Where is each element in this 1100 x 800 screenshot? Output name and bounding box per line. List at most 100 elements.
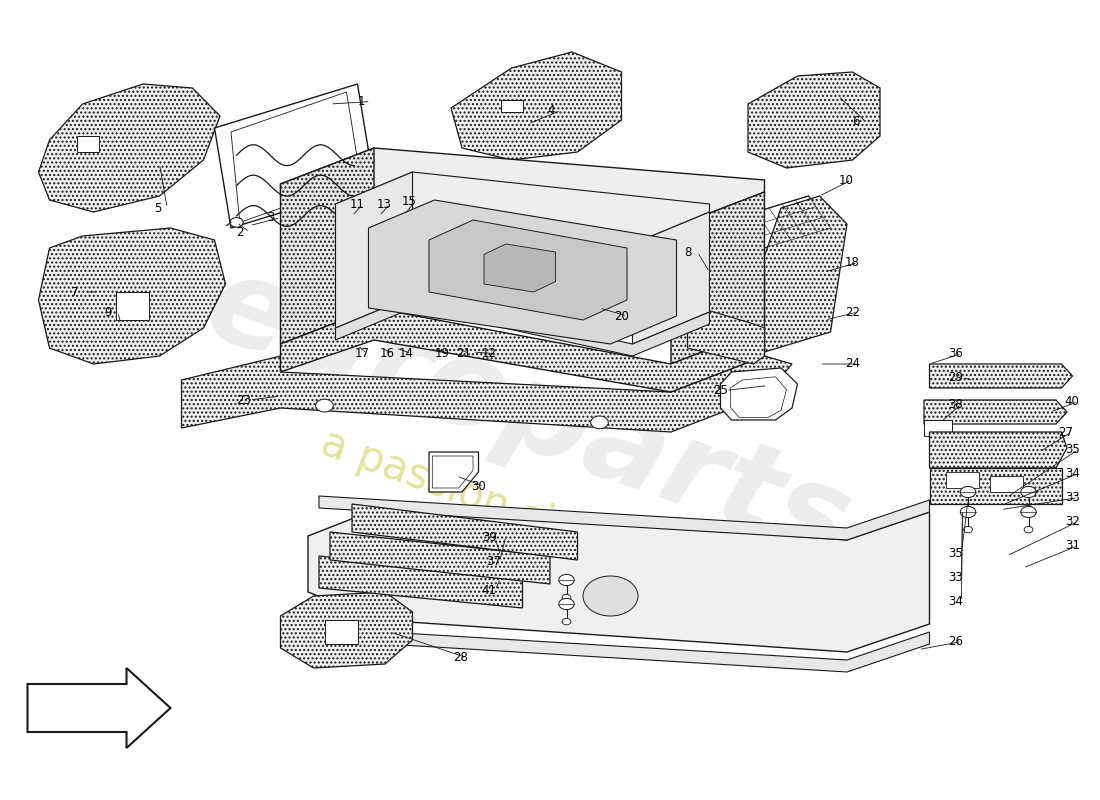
Text: 34: 34 [948, 595, 964, 608]
Text: 26: 26 [948, 635, 964, 648]
Text: 6: 6 [852, 115, 860, 128]
Circle shape [230, 218, 243, 227]
Text: 19: 19 [434, 347, 450, 360]
Polygon shape [280, 148, 764, 228]
Text: 24: 24 [845, 358, 860, 370]
Polygon shape [368, 200, 676, 344]
Polygon shape [280, 592, 412, 668]
Circle shape [964, 506, 972, 513]
Circle shape [562, 618, 571, 625]
Polygon shape [688, 304, 764, 364]
Polygon shape [182, 356, 792, 432]
Circle shape [559, 574, 574, 586]
Circle shape [591, 416, 608, 429]
Polygon shape [330, 532, 550, 584]
Polygon shape [336, 172, 710, 244]
Polygon shape [308, 508, 930, 652]
Polygon shape [352, 504, 578, 560]
Polygon shape [924, 400, 1067, 424]
Polygon shape [39, 84, 220, 212]
Polygon shape [319, 496, 929, 540]
Circle shape [1021, 506, 1036, 518]
Text: 5: 5 [154, 202, 162, 214]
Polygon shape [748, 72, 880, 168]
Text: 3: 3 [267, 211, 275, 224]
Text: 32: 32 [1065, 515, 1080, 528]
Text: 14: 14 [398, 347, 414, 360]
Text: 38: 38 [948, 398, 962, 410]
Polygon shape [764, 196, 847, 352]
Polygon shape [946, 472, 979, 488]
Circle shape [1024, 526, 1033, 533]
Circle shape [1021, 486, 1036, 498]
Text: 29: 29 [948, 371, 964, 384]
Circle shape [1024, 506, 1033, 513]
Polygon shape [720, 368, 798, 420]
Circle shape [316, 399, 333, 412]
Text: 2: 2 [236, 226, 244, 238]
Polygon shape [28, 668, 170, 748]
Text: 27: 27 [1058, 426, 1074, 438]
Polygon shape [39, 228, 225, 364]
Text: 7: 7 [72, 286, 79, 298]
Text: europarts: europarts [190, 246, 866, 586]
Text: 39: 39 [482, 531, 497, 544]
Circle shape [960, 506, 976, 518]
Polygon shape [930, 432, 1067, 468]
Polygon shape [429, 220, 627, 320]
Text: 18: 18 [845, 256, 860, 269]
Polygon shape [990, 476, 1023, 492]
Text: 16: 16 [379, 347, 395, 360]
Polygon shape [484, 244, 556, 292]
Text: 4: 4 [548, 104, 556, 117]
Text: 1: 1 [358, 95, 365, 108]
Text: 23: 23 [236, 394, 252, 406]
Polygon shape [730, 377, 786, 418]
Text: 8: 8 [684, 246, 692, 258]
Text: 20: 20 [614, 310, 629, 322]
Polygon shape [500, 100, 522, 112]
Text: 40: 40 [1065, 395, 1080, 408]
Text: 21: 21 [456, 347, 472, 360]
Text: 25: 25 [713, 384, 728, 397]
Text: 35: 35 [1065, 443, 1079, 456]
Text: 34: 34 [1065, 467, 1080, 480]
Polygon shape [319, 628, 929, 672]
Polygon shape [924, 420, 952, 436]
Text: a passion since 1985: a passion since 1985 [315, 422, 741, 610]
Polygon shape [930, 468, 1062, 504]
Polygon shape [280, 308, 764, 392]
Polygon shape [336, 296, 710, 356]
Text: 13: 13 [376, 198, 392, 210]
Polygon shape [231, 92, 361, 222]
Polygon shape [451, 52, 622, 160]
Text: 30: 30 [471, 480, 485, 493]
Polygon shape [429, 452, 478, 492]
Text: 10: 10 [838, 174, 854, 186]
Polygon shape [432, 456, 473, 488]
Text: 17: 17 [354, 347, 370, 360]
Text: 22: 22 [845, 306, 860, 318]
Polygon shape [319, 556, 522, 608]
Polygon shape [930, 364, 1072, 388]
Text: 28: 28 [453, 651, 469, 664]
Text: 35: 35 [948, 547, 962, 560]
Polygon shape [632, 212, 710, 344]
Polygon shape [671, 192, 764, 364]
Polygon shape [280, 148, 374, 344]
Text: 41: 41 [482, 584, 497, 597]
Text: 33: 33 [1065, 491, 1079, 504]
Text: 36: 36 [948, 347, 964, 360]
Circle shape [960, 486, 976, 498]
Polygon shape [336, 172, 412, 328]
Text: 12: 12 [482, 347, 497, 360]
Polygon shape [324, 620, 358, 644]
Circle shape [583, 576, 638, 616]
Circle shape [559, 598, 574, 610]
Text: 11: 11 [350, 198, 365, 210]
Circle shape [562, 594, 571, 601]
Text: 15: 15 [402, 195, 417, 208]
Text: 33: 33 [948, 571, 962, 584]
Polygon shape [116, 292, 148, 320]
Polygon shape [742, 196, 830, 248]
